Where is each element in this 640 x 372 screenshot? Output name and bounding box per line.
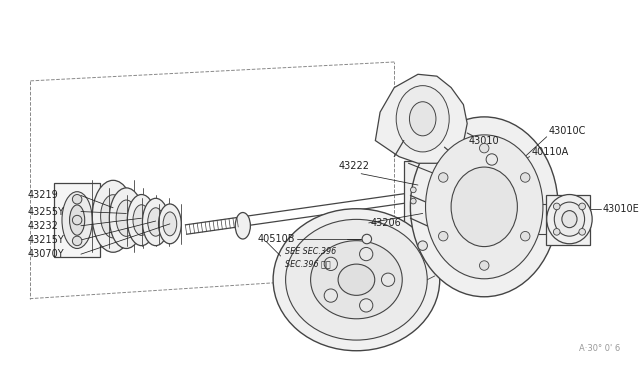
Ellipse shape (236, 212, 250, 239)
Polygon shape (410, 195, 442, 232)
Circle shape (381, 273, 395, 286)
Circle shape (324, 289, 337, 302)
Circle shape (554, 203, 560, 210)
Ellipse shape (554, 202, 584, 236)
Ellipse shape (547, 195, 592, 244)
Circle shape (362, 234, 372, 244)
Ellipse shape (273, 209, 440, 351)
Circle shape (72, 215, 82, 225)
Ellipse shape (451, 167, 517, 247)
Text: 43010C: 43010C (548, 126, 586, 136)
Circle shape (479, 143, 489, 153)
Text: 40510B: 40510B (257, 234, 295, 244)
Ellipse shape (100, 195, 125, 238)
Ellipse shape (562, 211, 577, 228)
Ellipse shape (410, 117, 558, 297)
Circle shape (438, 173, 448, 182)
Circle shape (520, 231, 530, 241)
Ellipse shape (70, 205, 84, 235)
Ellipse shape (92, 180, 134, 252)
Ellipse shape (143, 198, 169, 246)
Circle shape (72, 236, 82, 246)
Text: 43232: 43232 (28, 221, 59, 231)
Circle shape (520, 173, 530, 182)
Ellipse shape (109, 188, 143, 248)
Text: SEE SEC.396: SEE SEC.396 (285, 247, 337, 256)
Polygon shape (558, 198, 588, 226)
Ellipse shape (285, 219, 428, 340)
Ellipse shape (163, 212, 177, 236)
Ellipse shape (410, 102, 436, 136)
Circle shape (410, 187, 416, 193)
Ellipse shape (396, 86, 449, 152)
Circle shape (570, 204, 579, 214)
Text: SEC.396 参照: SEC.396 参照 (285, 259, 331, 268)
Polygon shape (54, 183, 100, 257)
Circle shape (554, 228, 560, 235)
Circle shape (579, 203, 586, 210)
Ellipse shape (413, 179, 432, 212)
Text: 43219: 43219 (28, 190, 59, 201)
Circle shape (429, 187, 435, 193)
Text: A·30° 0' 6: A·30° 0' 6 (579, 344, 620, 353)
Text: 43206: 43206 (371, 218, 401, 228)
Text: 43070Y: 43070Y (28, 249, 65, 259)
Ellipse shape (62, 192, 92, 248)
Circle shape (360, 247, 373, 261)
Polygon shape (404, 161, 442, 230)
Ellipse shape (133, 205, 150, 235)
Ellipse shape (426, 135, 543, 279)
Ellipse shape (148, 208, 164, 236)
Circle shape (324, 257, 337, 270)
Text: 43255Y: 43255Y (28, 206, 65, 217)
Circle shape (418, 241, 428, 250)
Text: 43215Y: 43215Y (28, 235, 65, 245)
Circle shape (360, 299, 373, 312)
Ellipse shape (116, 200, 136, 236)
Ellipse shape (418, 187, 428, 204)
Circle shape (479, 261, 489, 270)
Ellipse shape (159, 204, 181, 244)
Polygon shape (546, 195, 590, 245)
Ellipse shape (338, 264, 375, 295)
Ellipse shape (127, 195, 156, 246)
Text: 43010E: 43010E (603, 204, 639, 214)
Circle shape (579, 228, 586, 235)
Text: 43010: 43010 (469, 135, 500, 145)
Circle shape (410, 198, 416, 204)
Text: 40110A: 40110A (532, 147, 569, 157)
Ellipse shape (310, 241, 403, 319)
Circle shape (429, 198, 435, 204)
Circle shape (486, 154, 497, 165)
Text: 43222: 43222 (338, 161, 369, 171)
Circle shape (438, 231, 448, 241)
Polygon shape (375, 74, 467, 163)
Circle shape (72, 195, 82, 204)
